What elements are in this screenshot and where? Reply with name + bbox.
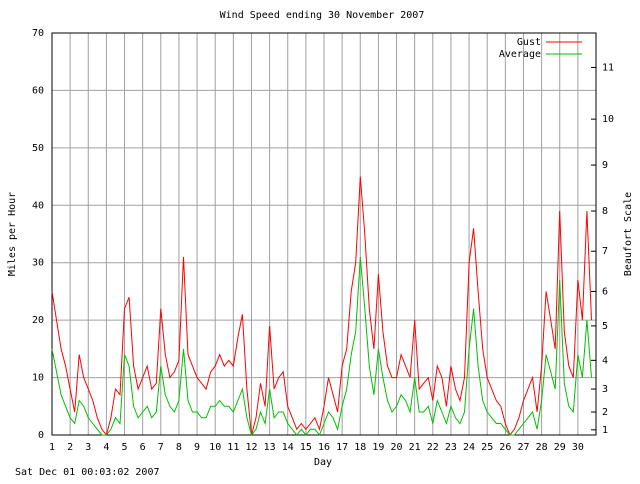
x-tick-label: 22 (427, 442, 439, 453)
x-tick-label: 28 (536, 442, 548, 453)
x-tick-label: 23 (445, 442, 457, 453)
y2-tick-label: 11 (602, 62, 614, 73)
x-tick-label: 19 (372, 442, 384, 453)
x-tick-label: 17 (336, 442, 348, 453)
chart-title: Wind Speed ending 30 November 2007 (220, 10, 425, 21)
y-axis-label: Miles per Hour (7, 192, 18, 276)
x-tick-label: 11 (227, 442, 239, 453)
x-tick-label: 5 (122, 442, 128, 453)
y2-tick-label: 8 (602, 206, 608, 217)
x-tick-label: 1 (49, 442, 55, 453)
y-tick-label: 0 (38, 430, 44, 441)
x-tick-label: 30 (572, 442, 584, 453)
x-tick-label: 4 (103, 442, 109, 453)
x-tick-label: 13 (264, 442, 276, 453)
x-tick-label: 18 (354, 442, 366, 453)
x-tick-label: 2 (67, 442, 73, 453)
x-tick-label: 7 (158, 442, 164, 453)
x-tick-label: 14 (282, 442, 294, 453)
y2-tick-label: 3 (602, 384, 608, 395)
x-tick-label: 27 (517, 442, 529, 453)
x-tick-label: 20 (391, 442, 403, 453)
y-tick-label: 40 (32, 200, 44, 211)
y-tick-label: 60 (32, 85, 44, 96)
x-tick-label: 10 (209, 442, 221, 453)
x-tick-label: 8 (176, 442, 182, 453)
x-tick-label: 9 (194, 442, 200, 453)
x-tick-label: 24 (463, 442, 475, 453)
y-tick-label: 30 (32, 258, 44, 269)
y-tick-label: 70 (32, 28, 44, 39)
legend-label: Gust (517, 37, 541, 48)
x-tick-label: 26 (499, 442, 511, 453)
x-tick-label: 12 (245, 442, 257, 453)
y-tick-label: 10 (32, 373, 44, 384)
y2-tick-label: 6 (602, 286, 608, 297)
x-tick-label: 16 (318, 442, 330, 453)
timestamp: Sat Dec 01 00:03:02 2007 (15, 467, 160, 478)
y2-tick-label: 4 (602, 355, 608, 366)
series-line (51, 256, 592, 437)
x-tick-label: 25 (481, 442, 493, 453)
x-tick-label: 29 (554, 442, 566, 453)
legend-label: Average (499, 49, 541, 60)
plot-frame (51, 32, 597, 436)
x-tick-label: 15 (300, 442, 312, 453)
y2-tick-label: 5 (602, 321, 608, 332)
x-tick-label: 3 (85, 442, 91, 453)
x-tick-label: 21 (409, 442, 421, 453)
y2-tick-label: 2 (602, 407, 608, 418)
y-tick-label: 50 (32, 143, 44, 154)
y2-tick-label: 1 (602, 425, 608, 436)
y2-tick-label: 10 (602, 114, 614, 125)
y2-axis-label: Beaufort Scale (623, 192, 634, 276)
x-tick-label: 6 (140, 442, 146, 453)
y2-tick-label: 9 (602, 160, 608, 171)
y2-tick-label: 7 (602, 246, 608, 257)
x-axis-label: Day (314, 457, 332, 468)
y-tick-label: 20 (32, 315, 44, 326)
series-line (51, 176, 592, 437)
